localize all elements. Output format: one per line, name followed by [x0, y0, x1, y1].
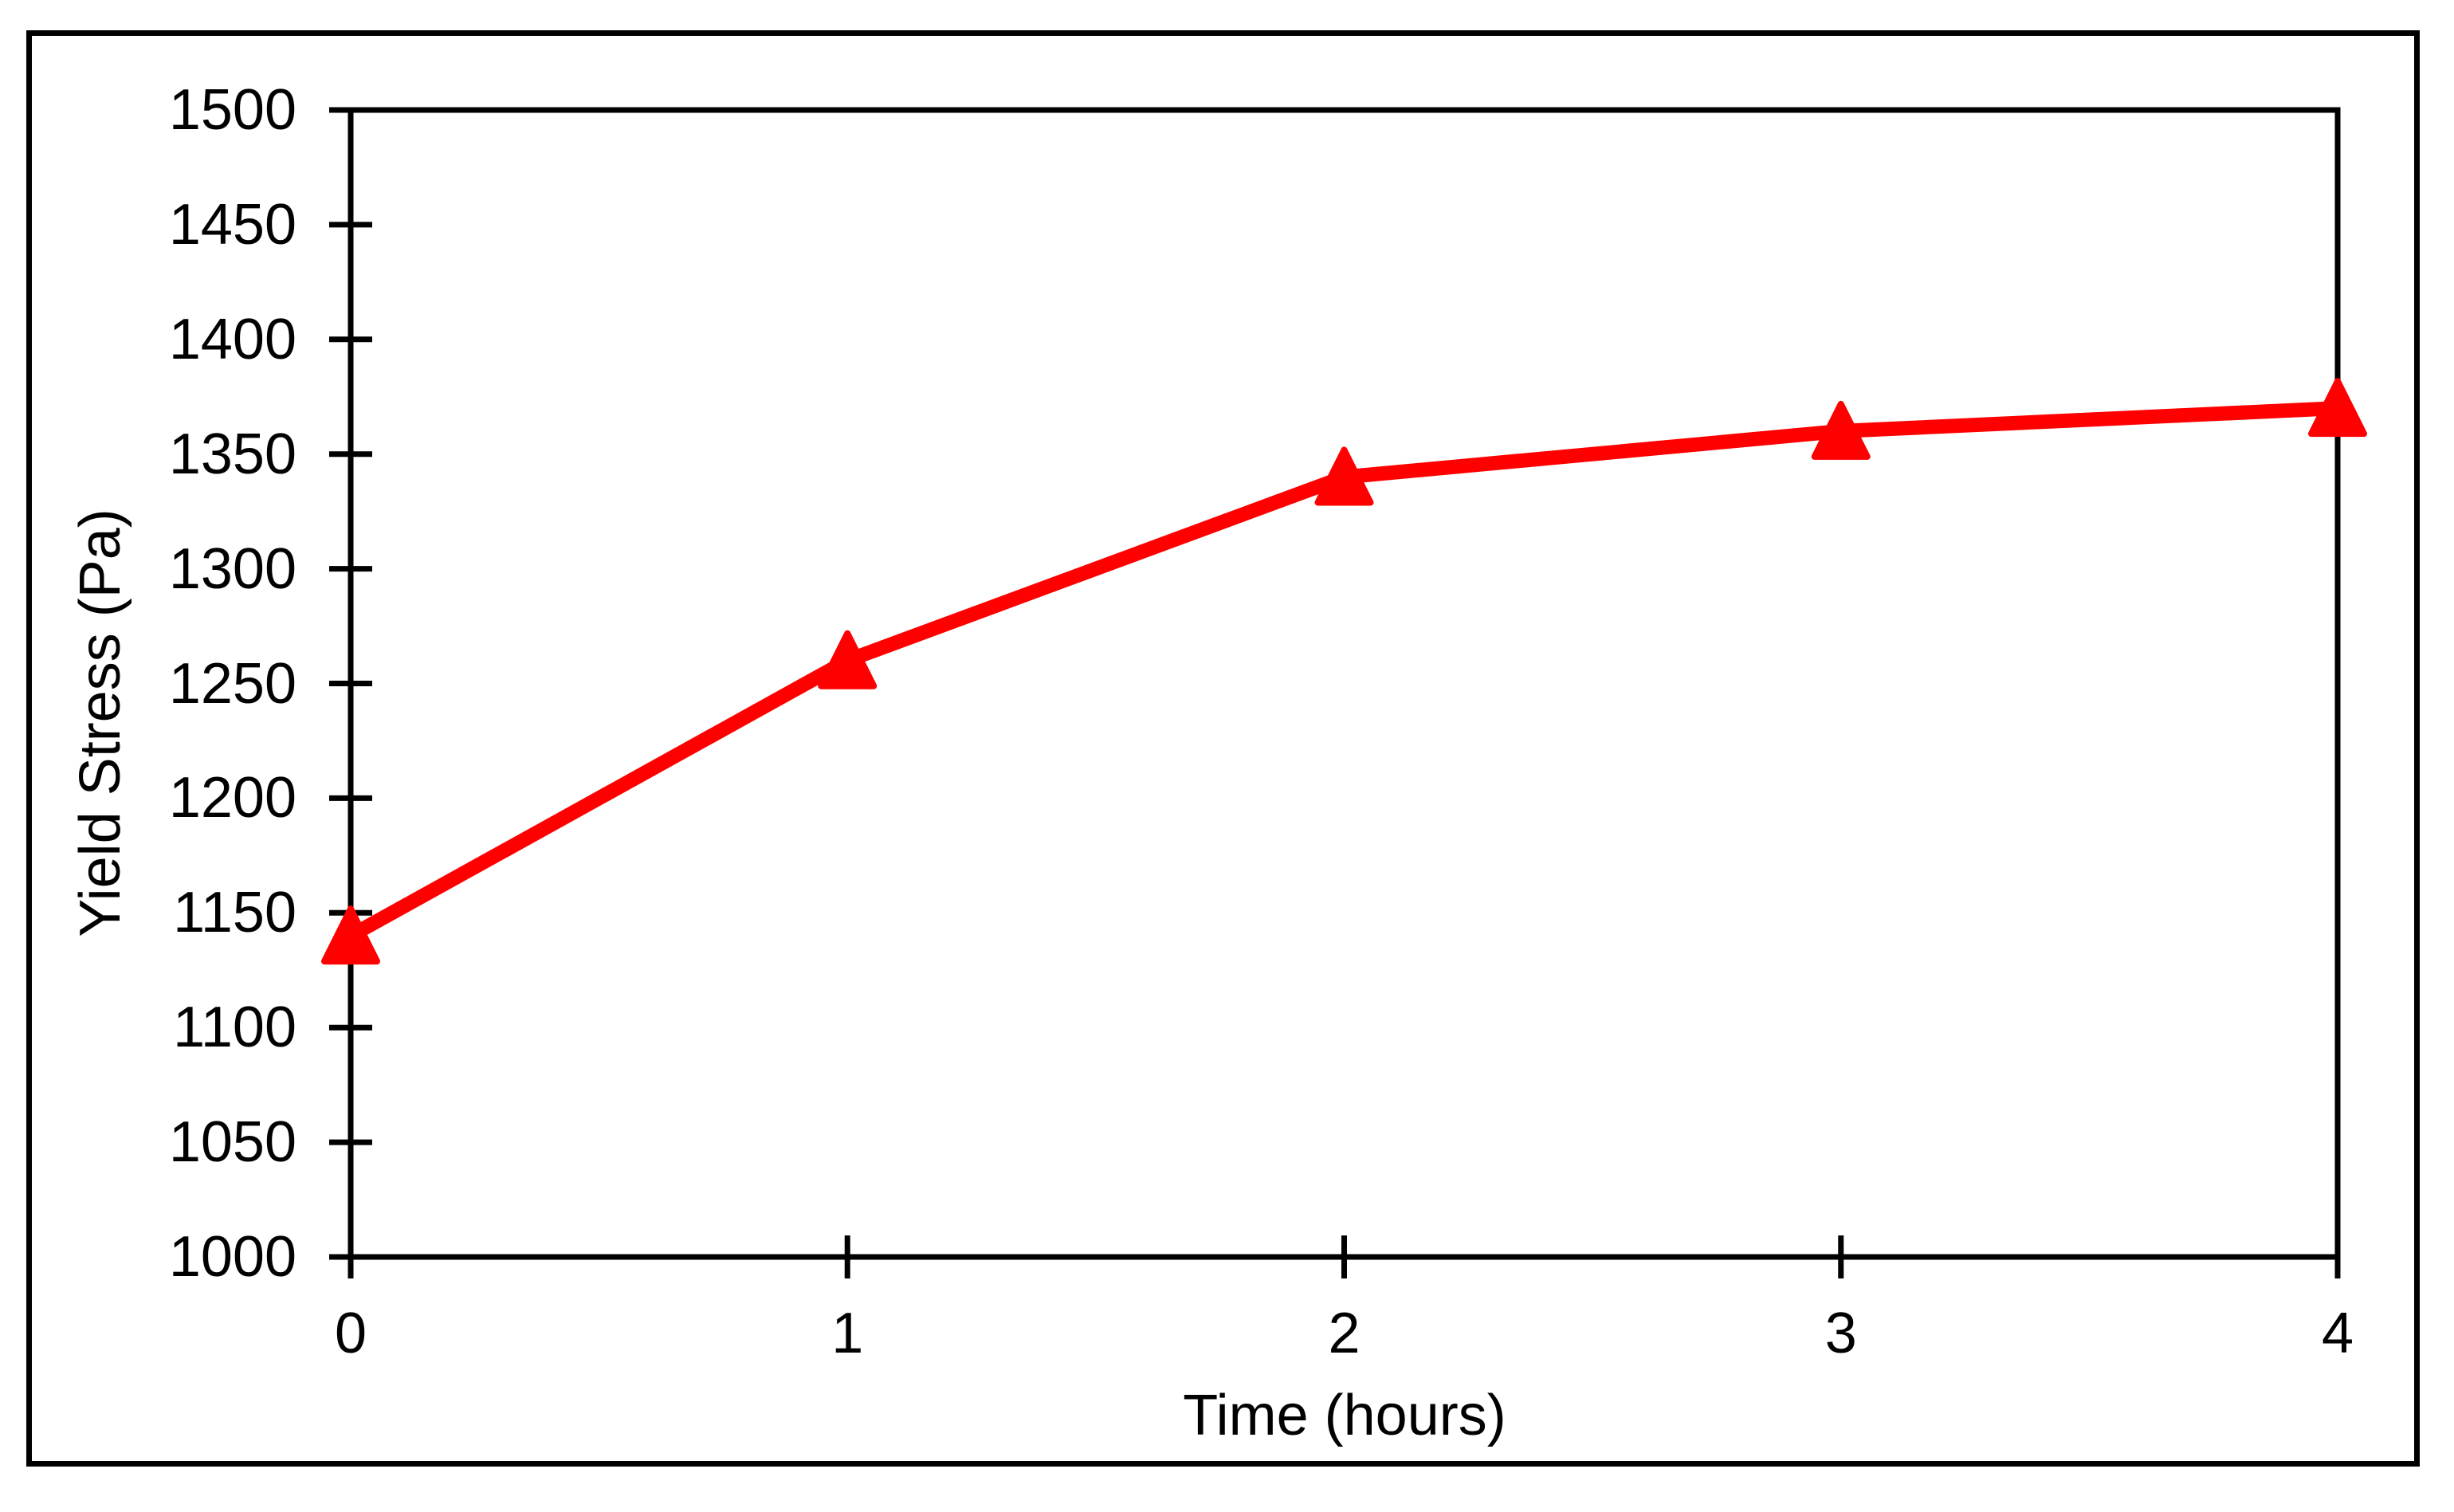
y-axis-title: Yield Stress (Pa): [69, 509, 132, 937]
data-point-marker: [1314, 446, 1374, 506]
data-point-marker: [1811, 400, 1871, 460]
y-tick-label: 1000: [168, 1225, 296, 1289]
plot-border: [347, 107, 2341, 1260]
x-axis-title: Time (hours): [1183, 1384, 1506, 1447]
data-point-marker: [2308, 378, 2367, 438]
y-tick-label: 1250: [168, 651, 296, 716]
y-tick-label: 1050: [168, 1110, 296, 1175]
y-tick-label: 1400: [168, 307, 296, 371]
y-tick-label: 1150: [173, 881, 296, 945]
x-tick-label: 0: [334, 1302, 367, 1365]
x-tick-label: 2: [1328, 1302, 1360, 1365]
y-tick-label: 1500: [168, 78, 296, 142]
y-tick-label: 1100: [173, 996, 296, 1060]
figure-border: [26, 30, 2420, 1467]
y-tick-label: 1300: [168, 536, 296, 601]
y-tick-label: 1200: [168, 766, 296, 831]
y-tick-label: 1450: [168, 192, 296, 257]
x-tick-label: 3: [1824, 1302, 1857, 1365]
x-tick-label: 1: [831, 1302, 864, 1365]
data-point-marker: [321, 905, 380, 965]
x-tick-label: 4: [2321, 1302, 2354, 1365]
data-point-marker: [818, 630, 878, 689]
y-tick-label: 1350: [168, 422, 296, 486]
